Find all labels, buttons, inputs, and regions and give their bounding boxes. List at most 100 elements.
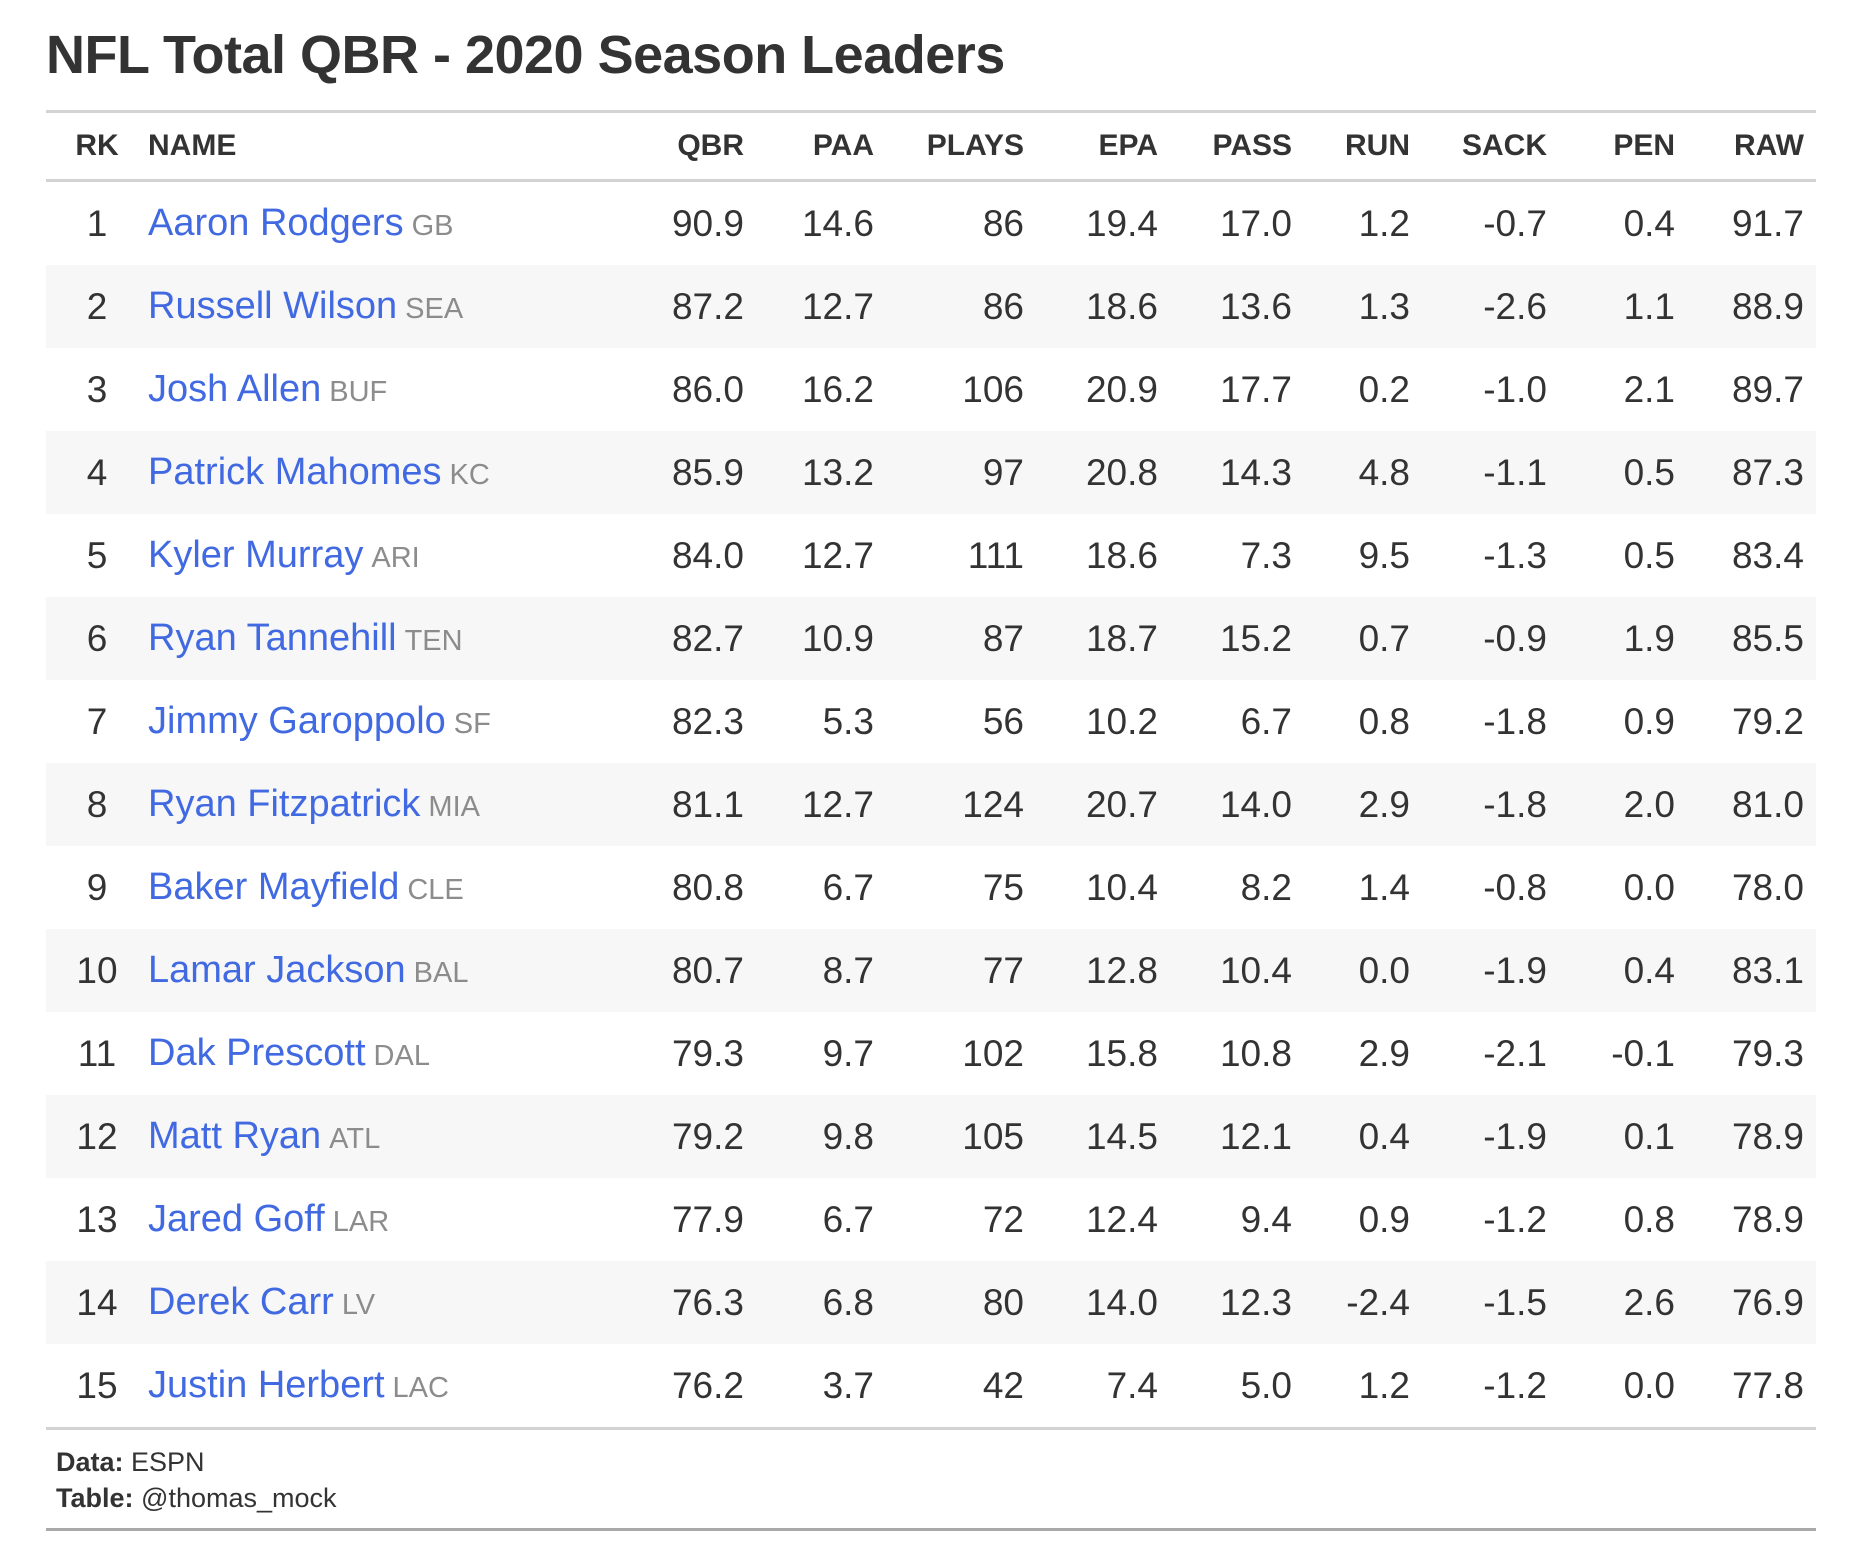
qbr-cell: 82.3 [671,700,744,742]
run-cell: -2.4 [1292,1261,1410,1344]
pen-cell: 0.5 [1547,431,1675,514]
player-name-link[interactable]: Baker Mayfield [148,866,400,908]
player-name-link[interactable]: Patrick Mahomes [148,451,442,493]
player-cell: Jimmy Garoppolo SF [148,680,624,763]
column-header-pen[interactable]: PEN [1547,113,1675,182]
player-name-link[interactable]: Derek Carr [148,1281,334,1323]
sack-cell: -0.7 [1483,202,1547,244]
table-row: 6 Ryan Tannehill TEN 82.7 10.9 87 18.7 15.2 0.7-… [46,597,1816,680]
rank-cell: 14 [46,1261,148,1344]
rank-cell: 3 [86,368,108,410]
pen-cell: 0.4 [1547,929,1675,1012]
column-header-paa[interactable]: PAA [744,113,874,182]
source-data-value: ESPN [131,1447,205,1477]
table-row: 14 Derek Carr LV 76.3 6.8 80 14.0 12.3 -2.4 -1.5 2… [46,1261,1816,1344]
player-cell: Russell Wilson SEA [148,265,624,348]
qbr-cell: 82.7 [624,597,744,680]
qbr-cell: 79.2 [624,1095,744,1178]
pass-cell: 17.7 [1219,368,1292,410]
player-name-link[interactable]: Matt Ryan [148,1115,322,1157]
qbr-cell: 77.9 [671,1198,744,1240]
team-abbreviation: LAR [332,1206,390,1238]
player-name-link[interactable]: Justin Herbert [148,1364,385,1406]
team-abbreviation: BUF [329,376,388,408]
column-header-run[interactable]: RUN [1292,113,1410,182]
sack-cell: -1.8 [1483,700,1547,742]
run-cell: 0.0 [1292,929,1410,1012]
column-header-sack[interactable]: SACK [1410,113,1547,182]
qbr-cell: 84.0 [671,534,744,576]
epa-cell: 19.4 [1085,202,1158,244]
team-abbreviation: TEN [404,625,463,657]
pen-cell: -0.1 [1611,1032,1675,1074]
player-name-link[interactable]: Lamar Jackson [148,949,406,991]
paa-cell: 6.7 [822,866,874,908]
paa-cell: 5.3 [822,700,874,742]
player-cell: Justin Herbert LAC [148,1344,624,1427]
plays-cell: 77 [874,929,1024,1012]
player-cell: Derek Carr LV [148,1261,624,1344]
run-cell: 1.4 [1358,866,1410,908]
team-abbreviation: ARI [371,542,420,574]
rank-cell: 1 [86,202,108,244]
column-header-plays[interactable]: PLAYS [874,113,1024,182]
player-name-link[interactable]: Ryan Tannehill [148,617,397,659]
player-name-link[interactable]: Ryan Fitzpatrick [148,783,421,825]
column-header-pass[interactable]: PASS [1158,113,1292,182]
paa-cell: 14.6 [801,202,874,244]
table-row: 10 Lamar Jackson BAL 80.7 8.7 77 12.8 10.4 0.0 -1… [46,929,1816,1012]
sack-cell: -1.5 [1410,1261,1547,1344]
qbr-cell: 81.1 [624,763,744,846]
run-cell: 4.8 [1292,431,1410,514]
player-cell: Baker Mayfield CLE [148,846,624,929]
table-row: 13 Jared Goff LAR 77.9 6.7 72 12.4 9.4 0.9 -1.2 0.… [46,1178,1816,1261]
epa-cell: 12.4 [1085,1198,1158,1240]
table-row: 12 Matt Ryan ATL 79.2 9.8 105 14.5 12.1 0.4 -1.9 0… [46,1095,1816,1178]
pen-cell: 1.9 [1547,597,1675,680]
pen-cell: 0.5 [1623,534,1675,576]
player-name-link[interactable]: Jimmy Garoppolo [148,700,446,742]
rank-cell: 10 [46,929,148,1012]
run-cell: 1.2 [1358,202,1410,244]
pass-cell: 10.8 [1219,1032,1292,1074]
pass-cell: 5.0 [1240,1364,1292,1406]
sack-cell: -1.2 [1483,1364,1547,1406]
qbr-cell: 90.9 [671,202,744,244]
rank-cell: 5 [86,534,108,576]
column-header-name[interactable]: NAME [148,113,624,182]
epa-cell: 18.7 [1024,597,1158,680]
player-name-link[interactable]: Kyler Murray [148,534,364,576]
team-abbreviation: GB [411,210,454,242]
table-row: 1 Aaron Rodgers GB 90.9 14.6 86 19.4 17.0 1.2 -0.… [46,181,1816,266]
team-abbreviation: CLE [407,874,464,906]
raw-cell: 76.9 [1675,1261,1816,1344]
player-name-link[interactable]: Russell Wilson [148,285,398,327]
team-abbreviation: ATL [329,1123,381,1155]
player-name-link[interactable]: Josh Allen [148,368,322,410]
qbr-cell: 76.3 [624,1261,744,1344]
pen-cell: 2.0 [1547,763,1675,846]
column-header-epa[interactable]: EPA [1024,113,1158,182]
run-cell: 0.8 [1358,700,1410,742]
player-name-link[interactable]: Jared Goff [148,1198,325,1240]
sack-cell: -1.9 [1410,929,1547,1012]
player-name-link[interactable]: Aaron Rodgers [148,202,404,244]
qbr-cell: 79.3 [671,1032,744,1074]
column-header-rk[interactable]: RK [46,113,148,182]
paa-cell: 12.7 [744,763,874,846]
sack-cell: -2.1 [1483,1032,1547,1074]
sack-cell: -1.8 [1410,763,1547,846]
table-row: 3 Josh Allen BUF 86.0 16.2 106 20.9 17.7 0.2 -1.0… [46,348,1816,431]
team-abbreviation: SEA [405,293,464,325]
player-cell: Ryan Tannehill TEN [148,597,624,680]
column-header-raw[interactable]: RAW [1675,113,1816,182]
plays-cell: 111 [967,534,1024,576]
plays-cell: 97 [874,431,1024,514]
player-name-link[interactable]: Dak Prescott [148,1032,366,1074]
column-header-qbr[interactable]: QBR [624,113,744,182]
paa-cell: 6.7 [822,1198,874,1240]
epa-cell: 18.6 [1085,534,1158,576]
paa-cell: 9.7 [822,1032,874,1074]
pass-cell: 10.4 [1158,929,1292,1012]
plays-cell: 106 [962,368,1024,410]
